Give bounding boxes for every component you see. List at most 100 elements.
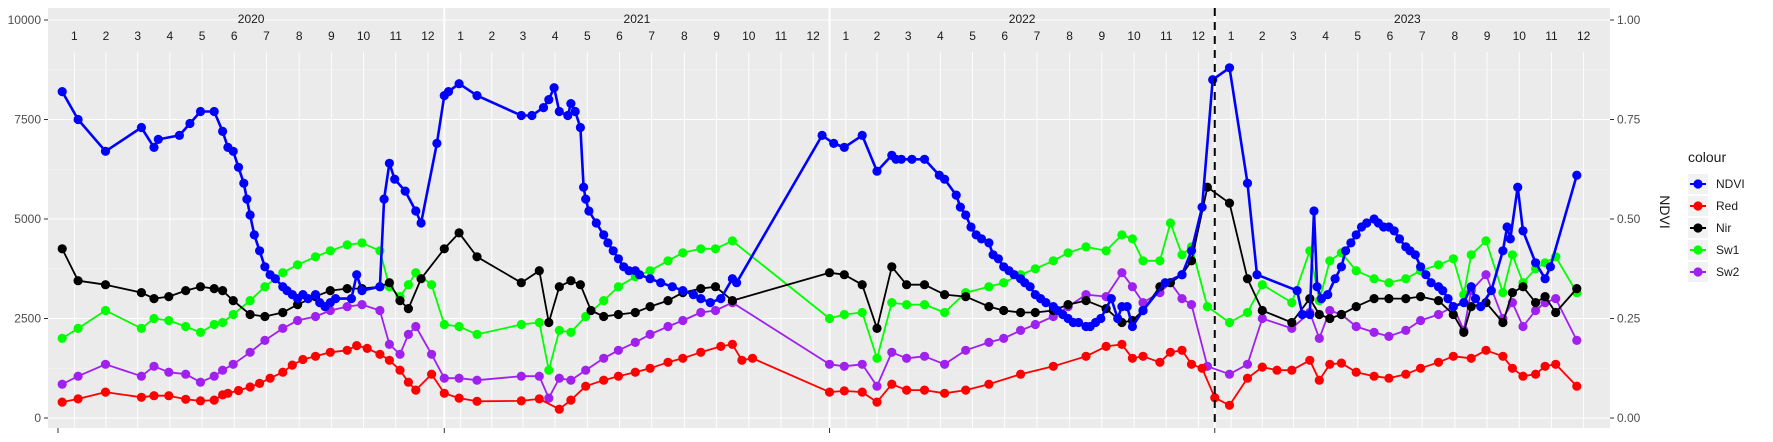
data-point-nir — [1081, 296, 1091, 306]
data-point-sw1 — [887, 298, 897, 308]
data-point-ndvi — [955, 202, 966, 212]
month-label: 8 — [1452, 29, 1459, 43]
data-point-nir — [384, 278, 394, 288]
data-point-ndvi — [1438, 286, 1448, 296]
data-point-red — [566, 395, 576, 405]
data-point-ndvi — [527, 110, 537, 121]
data-point-red — [1197, 363, 1207, 373]
data-point-ndvi — [645, 274, 655, 284]
data-point-nir — [403, 304, 413, 314]
data-point-nir — [1433, 296, 1444, 306]
data-point-ndvi — [1351, 230, 1361, 240]
data-point-red — [384, 355, 394, 365]
data-point-ndvi — [379, 194, 389, 204]
month-label: 6 — [231, 29, 238, 43]
data-point-red — [1016, 369, 1026, 379]
data-point-red — [427, 369, 437, 379]
data-point-nir — [439, 244, 449, 254]
data-point-ndvi — [1177, 270, 1187, 280]
data-point-ndvi — [1309, 206, 1319, 216]
legend-label: NDVI — [1716, 177, 1745, 191]
gridlines — [48, 8, 1610, 428]
data-point-sw1 — [1048, 256, 1058, 266]
data-point-red — [403, 377, 413, 387]
data-point-red — [1127, 353, 1137, 363]
data-point-nir — [325, 286, 335, 296]
data-point-ndvi — [57, 87, 67, 97]
data-point-nir — [1498, 317, 1508, 328]
data-point-ndvi — [1362, 218, 1372, 228]
data-point-red — [100, 387, 111, 397]
data-point-red — [375, 349, 385, 359]
data-point-ndvi — [732, 278, 742, 288]
right-tick-label: 0.25 — [1617, 312, 1641, 326]
data-point-red — [839, 386, 849, 396]
legend-key-point — [1693, 179, 1703, 189]
data-point-sw1 — [136, 323, 146, 333]
data-point-nir — [209, 284, 219, 294]
data-point-sw2 — [1551, 294, 1561, 304]
data-point-sw2 — [1242, 359, 1253, 369]
data-point-sw2 — [1369, 327, 1379, 337]
data-point-red — [630, 367, 640, 377]
data-point-ndvi — [174, 130, 184, 140]
data-point-sw1 — [1433, 260, 1444, 270]
data-point-sw2 — [310, 311, 321, 322]
data-point-sw2 — [1518, 321, 1528, 332]
data-point-ndvi — [185, 118, 195, 129]
data-point-ndvi — [242, 194, 252, 204]
data-point-sw1 — [919, 300, 930, 310]
right-tick-label: 0.00 — [1617, 411, 1641, 425]
data-point-ndvi — [678, 286, 688, 296]
data-point-ndvi — [1122, 302, 1132, 312]
data-point-sw2 — [554, 373, 564, 383]
data-point-red — [325, 347, 335, 357]
data-point-sw2 — [395, 349, 405, 359]
data-point-ndvi — [1292, 286, 1302, 296]
month-label: 2 — [874, 29, 881, 43]
data-point-nir — [919, 280, 930, 290]
month-label: 12 — [421, 29, 435, 43]
data-point-red — [1518, 371, 1528, 381]
data-point-ndvi — [705, 298, 715, 308]
data-point-sw1 — [727, 236, 738, 246]
axes: 0 2500 5000 7500 10000 0.00 0.25 0.50 0.75 1.00 — [8, 13, 1641, 433]
data-point-red — [1448, 351, 1458, 361]
data-point-ndvi — [1074, 317, 1084, 328]
data-point-sw2 — [472, 375, 482, 385]
data-point-sw1 — [984, 282, 994, 292]
data-point-ndvi — [1518, 226, 1528, 236]
data-point-sw2 — [824, 359, 835, 369]
month-label: 7 — [1419, 29, 1426, 43]
data-point-red — [223, 388, 233, 398]
data-point-ndvi — [1208, 75, 1218, 85]
month-label: 12 — [806, 29, 820, 43]
data-point-red — [1433, 357, 1444, 367]
data-point-red — [181, 394, 191, 404]
data-point-sw1 — [1498, 288, 1508, 298]
data-point-ndvi — [454, 79, 464, 89]
legend-item-nir: Nir — [1688, 218, 1731, 238]
data-point-red — [342, 345, 352, 355]
data-point-sw2 — [293, 315, 303, 326]
data-point-ndvi — [961, 210, 971, 220]
data-point-ndvi — [1470, 294, 1481, 304]
data-point-sw1 — [1481, 236, 1491, 246]
data-point-sw1 — [554, 325, 564, 335]
data-point-ndvi — [1426, 278, 1436, 288]
data-point-sw2 — [181, 369, 191, 379]
data-point-ndvi — [1486, 286, 1496, 296]
data-point-ndvi — [896, 154, 906, 164]
data-point-ndvi — [575, 122, 586, 133]
legend-item-red: Red — [1688, 196, 1738, 216]
data-point-sw2 — [73, 371, 83, 381]
data-point-sw1 — [710, 244, 721, 254]
data-point-sw2 — [1177, 294, 1187, 304]
month-label: 7 — [648, 29, 655, 43]
data-point-red — [1048, 361, 1058, 371]
data-point-nir — [887, 262, 897, 272]
month-label: 12 — [1192, 29, 1206, 43]
data-point-sw2 — [1016, 325, 1026, 335]
data-point-nir — [1287, 317, 1297, 328]
data-point-ndvi — [591, 218, 601, 228]
